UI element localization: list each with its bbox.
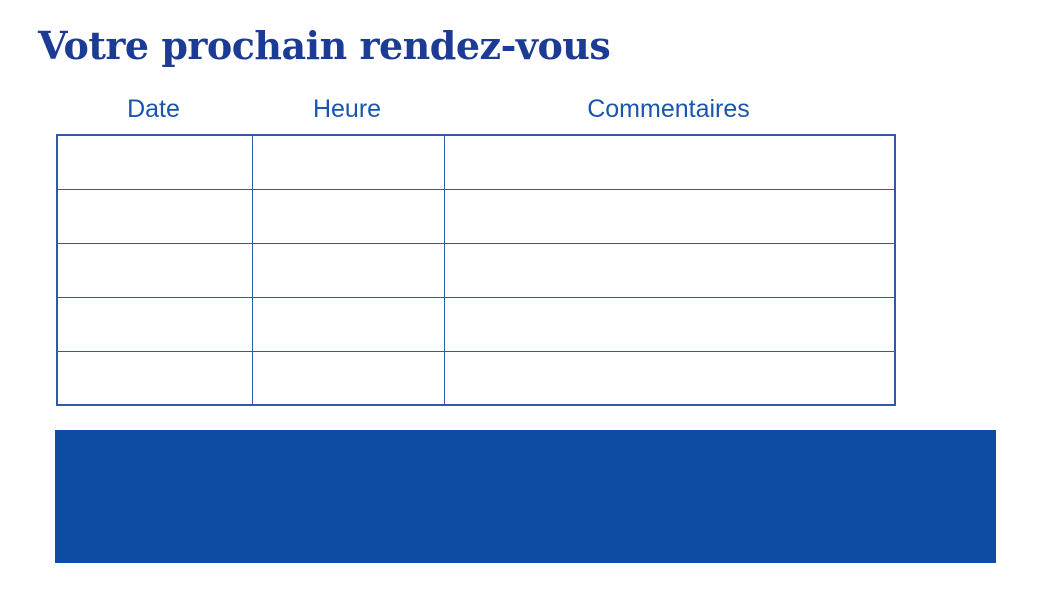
page-title: Votre prochain rendez-vous	[38, 23, 611, 68]
table-cell	[443, 188, 896, 244]
appointments-table	[56, 134, 896, 406]
table-row	[56, 350, 896, 406]
appointments-table-body	[56, 134, 896, 406]
column-header-date: Date	[127, 95, 180, 123]
table-row	[56, 296, 896, 352]
table-cell	[251, 242, 445, 298]
table-cell	[443, 242, 896, 298]
column-header-heure: Heure	[312, 95, 382, 123]
table-row	[56, 188, 896, 244]
table-cell	[251, 188, 445, 244]
table-cell	[56, 134, 253, 190]
table-header-row: Date Heure Commentaires	[56, 93, 894, 125]
table-row	[56, 242, 896, 298]
table-cell	[251, 296, 445, 352]
bottom-banner	[55, 430, 996, 563]
table-row	[56, 134, 896, 190]
table-cell	[443, 134, 896, 190]
table-cell	[56, 242, 253, 298]
table-cell	[56, 188, 253, 244]
table-cell	[251, 350, 445, 406]
table-cell	[443, 350, 896, 406]
table-cell	[251, 134, 445, 190]
table-cell	[443, 296, 896, 352]
table-cell	[56, 350, 253, 406]
table-cell	[56, 296, 253, 352]
column-header-commentaires: Commentaires	[587, 95, 750, 123]
